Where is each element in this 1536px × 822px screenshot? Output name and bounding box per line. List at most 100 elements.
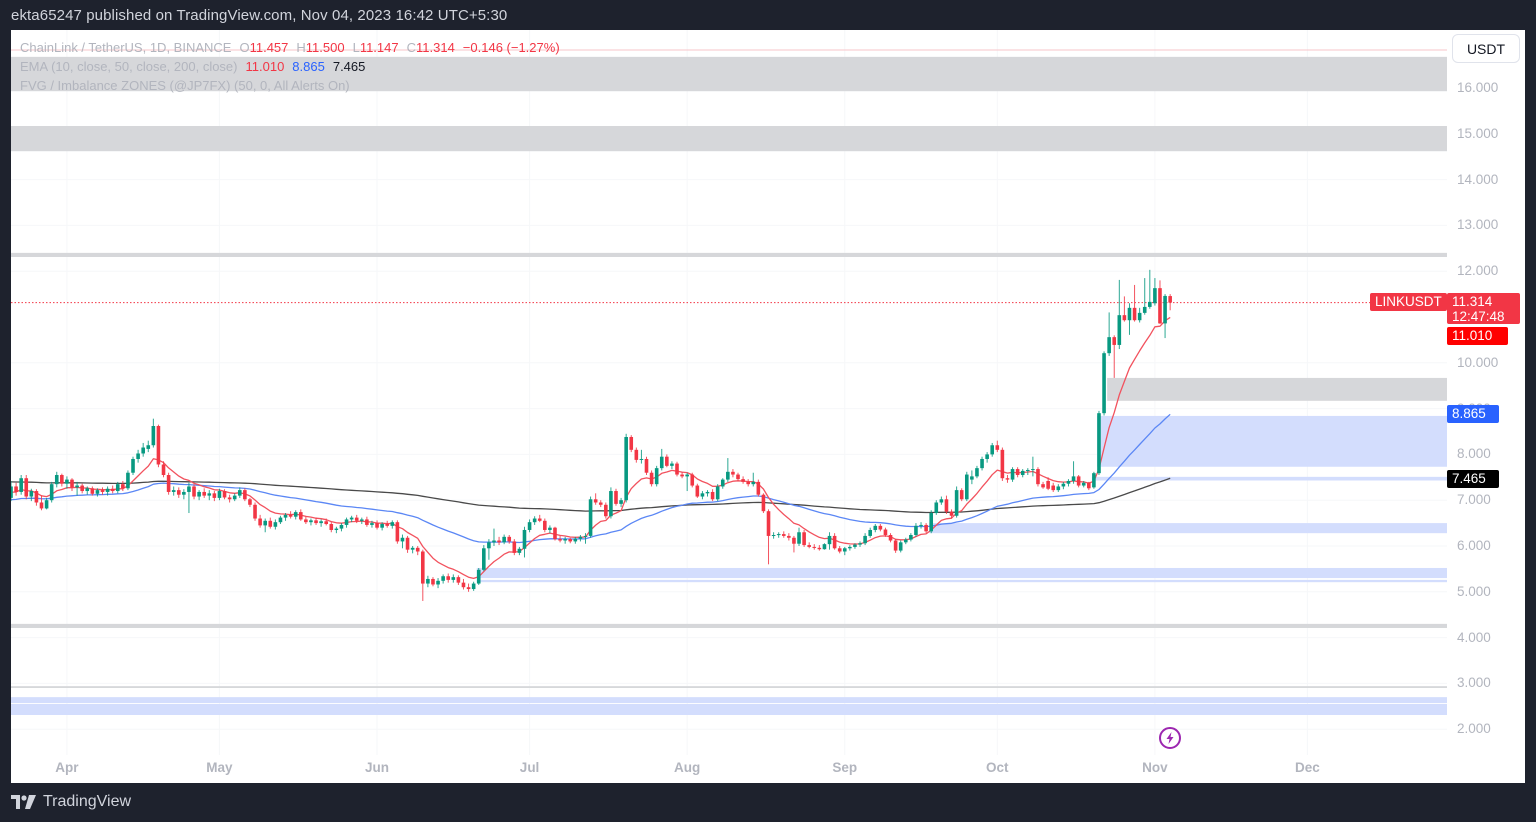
candle-body [100, 490, 105, 492]
candle [781, 531, 786, 538]
candle [197, 490, 201, 501]
price-tick-label: 12.000 [1457, 263, 1499, 279]
candle-body [502, 536, 506, 543]
candle-body [456, 577, 461, 583]
ema10-price-label: 11.010 [1447, 327, 1508, 345]
fvg-title: FVG / Imbalance ZONES (@JP7FX) (50, 0, A… [20, 77, 350, 93]
candle [1026, 468, 1030, 476]
fvg-zone-gray [11, 126, 1447, 152]
bar-countdown: 12:47:48 [1452, 309, 1505, 324]
candle [609, 487, 613, 519]
fvg-zone-blue [476, 567, 1447, 579]
close-value: 11.314 [416, 39, 455, 55]
candle-body [304, 519, 308, 523]
candle-body [126, 472, 130, 489]
candle-body [1153, 288, 1157, 304]
candle [395, 520, 400, 544]
lightning-event-icon[interactable] [1158, 726, 1182, 750]
candle [558, 535, 562, 543]
symbol-legend[interactable]: ChainLink / TetherUS, 1D, BINANCE O 11.45… [20, 38, 560, 56]
candle [736, 472, 740, 481]
candle [359, 517, 364, 525]
candle-body [878, 525, 883, 530]
price-tick-label: 3.000 [1457, 675, 1491, 691]
candle [136, 449, 140, 463]
candle [929, 510, 934, 534]
candle [263, 518, 267, 533]
candle-body [497, 540, 501, 543]
candle-body [243, 490, 247, 500]
ema200-value: 7.465 [332, 58, 366, 74]
candle [248, 497, 252, 508]
candle-body [624, 436, 628, 501]
candle-body [319, 521, 323, 524]
fvg-legend[interactable]: FVG / Imbalance ZONES (@JP7FX) (50, 0, A… [20, 76, 350, 94]
candle [970, 470, 974, 485]
candle-body [695, 485, 700, 497]
candle-body [258, 518, 262, 526]
candle [705, 490, 710, 497]
candle-body [715, 486, 720, 500]
candle [726, 458, 730, 482]
candle [802, 529, 806, 547]
candle [85, 486, 90, 495]
candle-body [848, 546, 852, 549]
candle [873, 524, 878, 533]
candle-body [868, 529, 872, 536]
fvg-zone-gray [1107, 377, 1447, 401]
candle [690, 472, 695, 488]
candle-body [629, 436, 634, 450]
candle [1061, 481, 1066, 490]
candle [14, 482, 18, 496]
candle-body [954, 490, 959, 516]
currency-button[interactable]: USDT [1452, 34, 1520, 63]
candle [426, 575, 430, 588]
candle-body [1046, 480, 1050, 489]
candle-body [598, 502, 603, 505]
candle-body [670, 463, 674, 466]
price-tick-label: 2.000 [1457, 721, 1491, 737]
candle-body [776, 534, 781, 536]
candle-body [883, 529, 888, 536]
candle [878, 524, 883, 532]
candle-body [522, 529, 527, 549]
candle [1163, 294, 1167, 339]
tradingview-brand[interactable]: TradingView [11, 793, 131, 811]
candle [70, 478, 74, 492]
candle [1066, 479, 1071, 487]
candle-body [726, 471, 730, 480]
ema-legend[interactable]: EMA (10, close, 50, close, 200, close) 1… [20, 57, 365, 75]
chart-frame[interactable] [11, 30, 1525, 783]
candle [166, 472, 171, 495]
candle [1153, 278, 1157, 306]
candle-body [614, 491, 618, 504]
candle-body [1010, 469, 1015, 480]
candle [1031, 456, 1035, 477]
last-price-label: 11.314 12:47:48 [1447, 293, 1520, 324]
candle-body [766, 511, 771, 536]
candle-body [990, 445, 995, 455]
candle [1087, 481, 1091, 491]
candle [334, 526, 339, 534]
candle-body [359, 519, 364, 521]
candle-body [827, 535, 832, 545]
candle [893, 539, 898, 553]
candle [253, 502, 257, 521]
candle [578, 535, 583, 542]
symbol-price-tag: LINKUSDT [1370, 293, 1447, 311]
candle-body [487, 542, 491, 549]
high-label: H [296, 39, 306, 55]
candle-body [939, 499, 944, 503]
fvg-zone-blue [11, 704, 1447, 716]
candle [1097, 410, 1101, 476]
candle [766, 509, 771, 565]
price-tick-label: 7.000 [1457, 492, 1491, 508]
candle [532, 516, 537, 525]
candle-body [720, 479, 725, 487]
price-tick-label: 8.000 [1457, 446, 1491, 462]
candle-body [980, 458, 984, 469]
candle-body [187, 486, 191, 492]
candle [60, 473, 64, 487]
candle-body [837, 548, 842, 552]
